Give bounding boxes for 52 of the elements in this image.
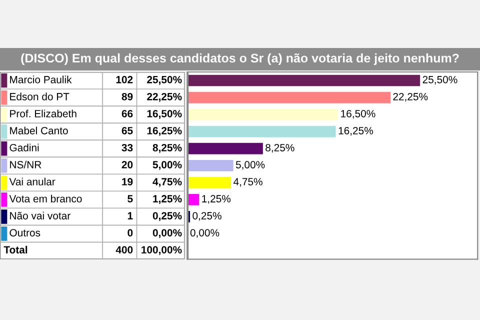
text: 16,50% [341,110,376,119]
bar [187,126,336,138]
chart-title: (DISCO) Em qual desses candidatos o Sr (a) não votaria de jeito nenhum? [21,53,459,66]
data-label: 8,25% [152,144,182,153]
y-tick-label: Prof. Elizabeth [10,110,76,118]
y-tick-label: Outros [10,229,40,236]
bar [187,194,200,206]
data-label: 0,25% [152,212,182,221]
data-label: 16,50% [147,110,182,119]
text: 0,00% [190,229,220,238]
data-label: 0,00% [152,229,182,238]
text: 19 [122,178,133,186]
text: 5 [128,195,133,202]
data-label: 4,75% [152,178,182,187]
text: 8,25% [266,144,294,153]
y-tick-label: Mabel Canto [10,126,68,134]
text: 0 [128,229,133,236]
text: 1,25% [202,195,231,204]
text: 33 [122,144,133,152]
bar [187,142,263,154]
text: 20 [122,161,133,168]
data-label: 22,25% [147,92,182,102]
text: 65 [122,126,133,134]
bar [187,176,232,188]
text: 66 [122,110,133,118]
data-label: 16,25% [147,126,182,136]
text: 16,25% [338,126,373,136]
bar [187,108,338,120]
data-label: 25,50% [147,76,182,85]
y-tick-label: Não vai votar [10,212,70,220]
text: 400 [116,246,133,254]
text: Total [4,246,28,254]
y-tick-label: Marcio Paulik [10,76,72,84]
text: 5,00% [236,161,265,170]
text: 100,00% [142,246,182,255]
data-label: 1,25% [153,195,182,204]
text: 22,25% [393,92,428,102]
y-tick-label: Gadini [10,144,39,152]
text: 25,50% [422,76,458,85]
text: 89 [122,92,133,100]
text: 102 [116,76,133,84]
bar [187,160,234,172]
y-tick-label: Edson do PT [10,92,70,100]
text: 4,75% [233,178,262,187]
y-tick-label: NS/NR [10,160,42,168]
y-tick-label: Vota em branco [9,194,82,202]
y-tick-label: Vai anular [9,178,56,186]
text: 1 [128,212,133,220]
text: 0,25% [192,212,222,221]
data-label: 5,00% [152,161,182,170]
bar [187,92,390,104]
bar [187,74,420,86]
